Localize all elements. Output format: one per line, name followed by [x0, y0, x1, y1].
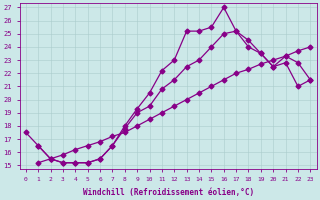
X-axis label: Windchill (Refroidissement éolien,°C): Windchill (Refroidissement éolien,°C)	[83, 188, 254, 197]
